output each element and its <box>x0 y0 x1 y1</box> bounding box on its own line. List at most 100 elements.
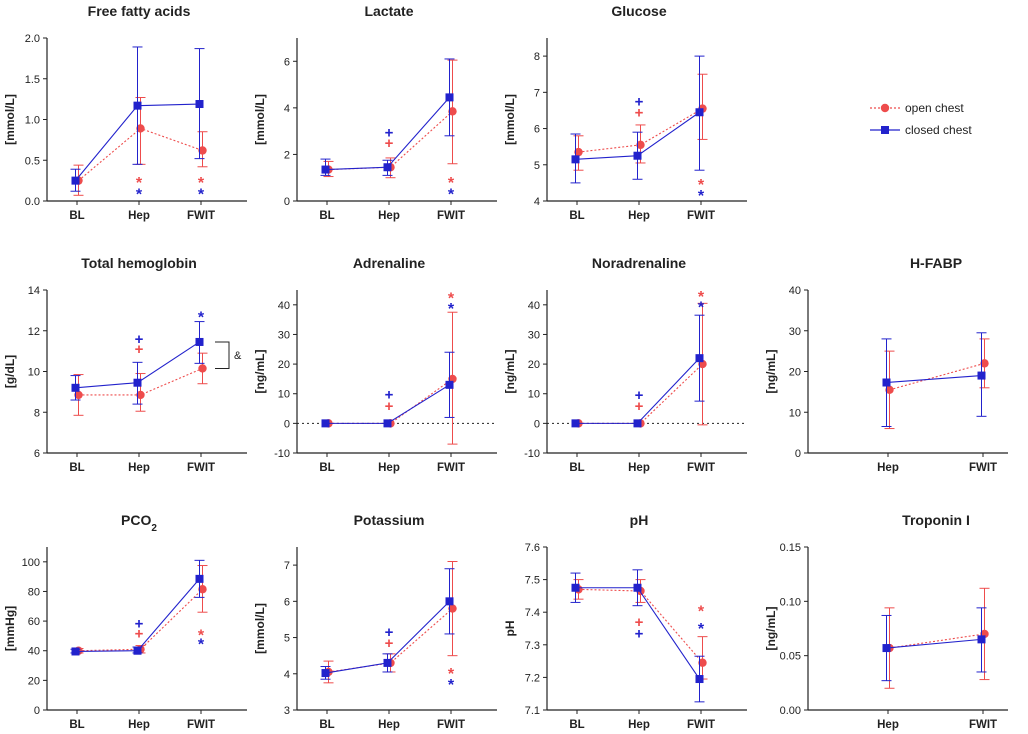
significance-marker: + <box>635 387 644 404</box>
y-tick-label: 20 <box>28 675 40 687</box>
significance-marker: * <box>198 309 205 326</box>
closed-chest-point <box>445 597 454 606</box>
significance-marker: + <box>135 331 144 348</box>
closed-chest-point <box>195 574 204 583</box>
significance-marker: + <box>385 386 394 403</box>
closed-chest-point <box>321 669 330 678</box>
y-tick-label: 0.10 <box>780 596 801 608</box>
closed-chest-point <box>571 419 580 428</box>
closed-chest-point <box>633 151 642 160</box>
significance-marker: * <box>698 299 705 316</box>
significance-marker: + <box>385 135 394 152</box>
y-tick-label: 30 <box>278 329 290 341</box>
y-tick-label: 2.0 <box>25 33 40 45</box>
panel-title: H-FABP <box>910 255 962 271</box>
y-tick-label: 6 <box>534 124 540 136</box>
y-axis-label: [mmol/L] <box>503 94 517 145</box>
open-chest-point <box>885 385 894 395</box>
y-axis-label: [ng/mL] <box>764 607 778 651</box>
y-tick-label: 4 <box>284 669 290 681</box>
x-tick-label: BL <box>569 462 584 474</box>
y-tick-label: 2 <box>284 149 290 161</box>
closed-chest-point <box>445 380 454 389</box>
significance-marker: * <box>448 187 455 204</box>
y-axis-label: [ng/mL] <box>503 350 517 394</box>
y-tick-label: 0.5 <box>25 155 40 167</box>
panel-title: Adrenaline <box>353 255 426 271</box>
open-chest-point <box>74 390 83 400</box>
y-axis-label: [ng/mL] <box>253 350 267 394</box>
significance-marker: + <box>385 635 394 652</box>
y-tick-label: 0.0 <box>25 196 40 208</box>
y-tick-label: 0 <box>284 196 290 208</box>
significance-marker: * <box>136 186 143 203</box>
y-axis-label: [mmol/L] <box>253 603 267 654</box>
legend-open-chest-label: open chest <box>905 101 964 115</box>
closed-chest-point <box>383 419 392 428</box>
panel-1: Lactate 0 2 4 6 [mmol/L] BL Hep FWIT ++ ** <box>253 3 497 222</box>
panel-title: Troponin I <box>902 512 970 528</box>
y-tick-label: -10 <box>274 448 290 460</box>
legend-open-chest-marker <box>880 103 890 113</box>
y-tick-label: 0 <box>534 418 540 430</box>
y-tick-label: 80 <box>28 586 40 598</box>
legend-closed-chest-label: closed chest <box>905 123 972 137</box>
open-chest-point <box>448 107 457 116</box>
open-chest-series-line <box>889 362 985 391</box>
significance-marker: * <box>448 175 455 192</box>
open-chest-series-line <box>578 108 703 153</box>
closed-chest-point <box>695 354 704 363</box>
x-tick-label: FWIT <box>687 719 715 731</box>
x-tick-label: Hep <box>128 719 150 731</box>
y-tick-label: 0 <box>34 705 40 717</box>
y-tick-label: 4 <box>534 196 540 208</box>
y-tick-label: 8 <box>34 407 40 419</box>
closed-chest-point <box>977 371 986 380</box>
closed-chest-point <box>383 163 392 172</box>
x-tick-label: Hep <box>378 462 400 474</box>
closed-chest-point <box>633 583 642 592</box>
closed-chest-point <box>695 675 704 684</box>
closed-chest-series-line <box>886 375 982 384</box>
x-tick-label: FWIT <box>969 462 997 474</box>
y-axis-label: [mmHg] <box>3 606 17 651</box>
y-tick-label: 7.5 <box>525 575 540 587</box>
significance-marker: * <box>198 636 205 653</box>
significance-marker: * <box>448 677 455 694</box>
panel-title: PCO2 <box>121 512 157 534</box>
y-tick-label: 5 <box>284 633 290 645</box>
y-tick-label: 7 <box>284 560 290 572</box>
x-tick-label: FWIT <box>437 719 465 731</box>
open-chest-point <box>698 658 707 667</box>
significance-marker: * <box>698 289 705 306</box>
y-tick-label: 7.2 <box>525 672 540 684</box>
y-tick-label: 7.3 <box>525 640 540 652</box>
panel-8: Potassium 3 4 5 6 7 [mmol/L] BL Hep FWIT ++ ** <box>253 512 497 731</box>
y-tick-label: 10 <box>28 367 40 379</box>
chart-panels: Free fatty acids 0.0 0.5 1.0 1.5 2.0 [mmol/L] B… <box>3 3 1008 731</box>
x-tick-label: FWIT <box>437 210 465 222</box>
y-tick-label: 8 <box>534 51 540 63</box>
panel-title: Lactate <box>364 3 413 19</box>
significance-marker: + <box>385 124 394 141</box>
y-tick-label: 7.1 <box>525 705 540 717</box>
x-tick-label: Hep <box>877 719 899 731</box>
y-tick-label: 1.5 <box>25 74 40 86</box>
x-tick-label: FWIT <box>687 462 715 474</box>
significance-marker: + <box>635 93 644 110</box>
x-tick-label: FWIT <box>687 210 715 222</box>
y-tick-label: 30 <box>789 326 801 338</box>
x-tick-label: Hep <box>128 210 150 222</box>
closed-chest-point <box>321 419 330 428</box>
closed-chest-point <box>133 378 142 387</box>
y-tick-label: 40 <box>278 300 290 312</box>
panel-title: Free fatty acids <box>88 3 191 19</box>
panel-9: pH 7.1 7.2 7.3 7.4 7.5 7.6 pH BL Hep FWIT ++ ** <box>503 512 747 731</box>
y-tick-label: 6 <box>284 56 290 68</box>
x-tick-label: Hep <box>128 462 150 474</box>
panel-10: Troponin I 0.00 0.05 0.10 0.15 [ng/mL] Hep FWIT <box>764 512 1008 731</box>
closed-chest-point <box>195 100 204 109</box>
closed-chest-point <box>133 101 142 110</box>
x-tick-label: BL <box>569 719 584 731</box>
